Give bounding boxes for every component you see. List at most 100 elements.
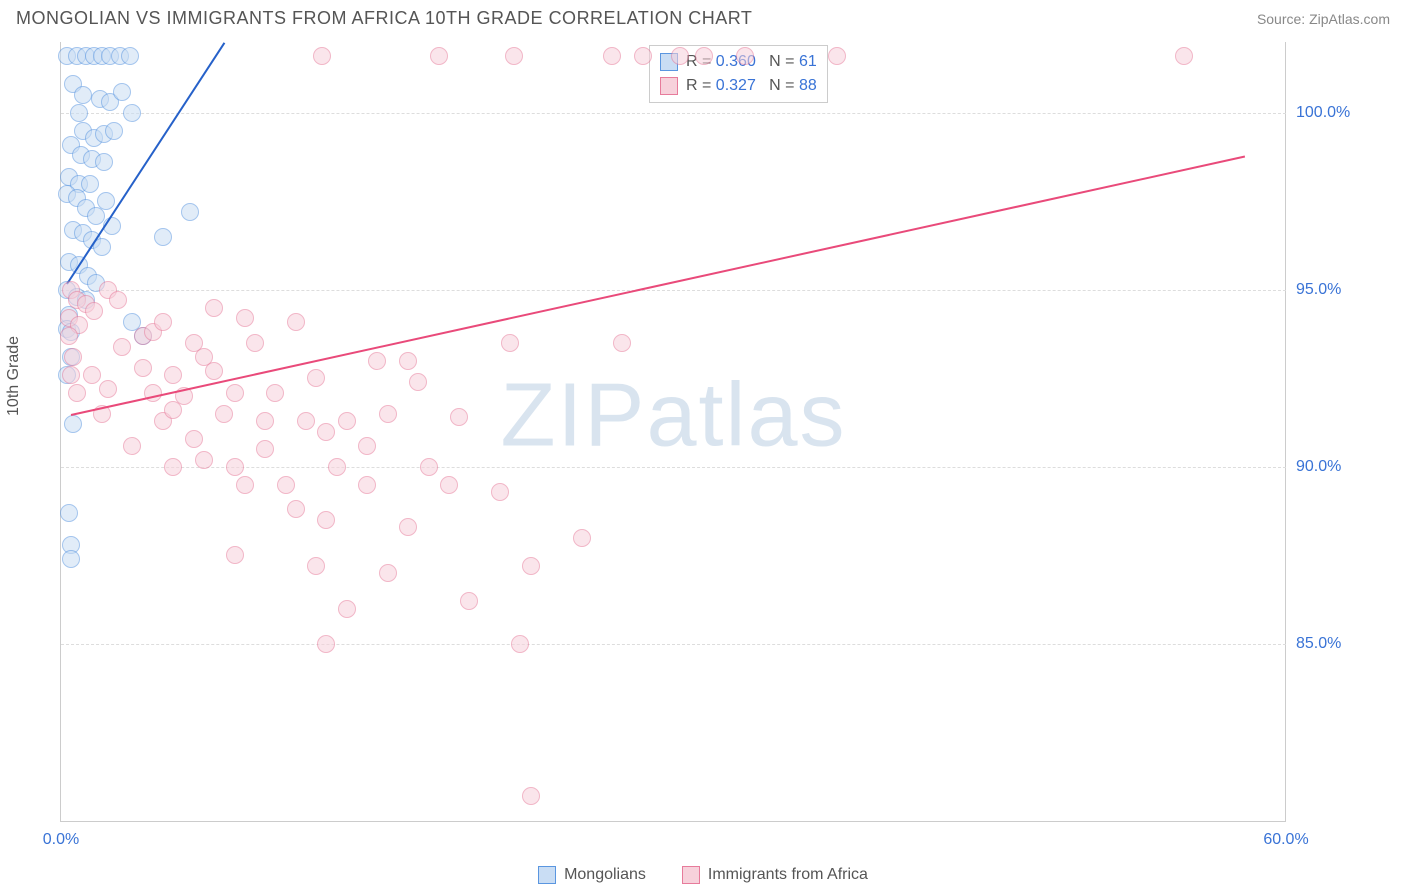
legend-bottom: MongoliansImmigrants from Africa — [0, 866, 1406, 884]
legend-top-row: R = 0.327 N = 88 — [660, 74, 817, 98]
data-point — [181, 203, 199, 221]
data-point — [95, 153, 113, 171]
data-point — [307, 369, 325, 387]
data-point — [236, 309, 254, 327]
x-tick-label: 0.0% — [43, 831, 79, 849]
data-point — [460, 592, 478, 610]
data-point — [226, 546, 244, 564]
data-point — [62, 550, 80, 568]
data-point — [287, 313, 305, 331]
data-point — [215, 405, 233, 423]
data-point — [613, 334, 631, 352]
legend-r-value: 0.327 — [716, 77, 756, 94]
data-point — [828, 47, 846, 65]
watermark: ZIPatlas — [500, 364, 846, 467]
y-tick-label: 85.0% — [1296, 635, 1386, 653]
data-point — [97, 192, 115, 210]
data-point — [236, 476, 254, 494]
data-point — [430, 47, 448, 65]
gridline — [61, 290, 1286, 291]
data-point — [313, 47, 331, 65]
plot-area: ZIPatlas R = 0.360 N = 61R = 0.327 N = 8… — [60, 42, 1286, 822]
data-point — [266, 384, 284, 402]
data-point — [358, 437, 376, 455]
data-point — [671, 47, 689, 65]
data-point — [1175, 47, 1193, 65]
watermark-light: atlas — [646, 365, 846, 465]
data-point — [226, 458, 244, 476]
data-point — [420, 458, 438, 476]
data-point — [154, 228, 172, 246]
trend-line — [71, 155, 1245, 415]
data-point — [105, 122, 123, 140]
x-tick-label: 60.0% — [1263, 831, 1308, 849]
data-point — [256, 440, 274, 458]
data-point — [307, 557, 325, 575]
data-point — [154, 313, 172, 331]
legend-n-value: 88 — [799, 77, 817, 94]
data-point — [450, 408, 468, 426]
y-tick-label: 100.0% — [1296, 104, 1386, 122]
data-point — [501, 334, 519, 352]
gridline — [61, 644, 1286, 645]
data-point — [399, 518, 417, 536]
data-point — [164, 401, 182, 419]
gridline — [61, 467, 1286, 468]
data-point — [399, 352, 417, 370]
data-point — [246, 334, 264, 352]
data-point — [99, 380, 117, 398]
data-point — [60, 504, 78, 522]
legend-swatch — [682, 866, 700, 884]
data-point — [287, 500, 305, 518]
data-point — [573, 529, 591, 547]
right-axis — [1285, 42, 1286, 821]
data-point — [491, 483, 509, 501]
legend-swatch — [660, 77, 678, 95]
data-point — [379, 405, 397, 423]
data-point — [379, 564, 397, 582]
data-point — [317, 635, 335, 653]
data-point — [113, 83, 131, 101]
data-point — [113, 338, 131, 356]
data-point — [634, 47, 652, 65]
data-point — [185, 430, 203, 448]
data-point — [368, 352, 386, 370]
data-point — [60, 327, 78, 345]
data-point — [328, 458, 346, 476]
data-point — [440, 476, 458, 494]
data-point — [121, 47, 139, 65]
data-point — [226, 384, 244, 402]
data-point — [205, 299, 223, 317]
data-point — [358, 476, 376, 494]
data-point — [277, 476, 295, 494]
data-point — [522, 557, 540, 575]
data-point — [297, 412, 315, 430]
data-point — [62, 366, 80, 384]
data-point — [123, 104, 141, 122]
data-point — [603, 47, 621, 65]
y-tick-label: 95.0% — [1296, 281, 1386, 299]
legend-n-value: 61 — [799, 53, 817, 70]
data-point — [109, 291, 127, 309]
data-point — [64, 348, 82, 366]
legend-swatch — [538, 866, 556, 884]
data-point — [68, 384, 86, 402]
data-point — [409, 373, 427, 391]
gridline — [61, 113, 1286, 114]
data-point — [123, 437, 141, 455]
data-point — [256, 412, 274, 430]
y-tick-label: 90.0% — [1296, 458, 1386, 476]
watermark-bold: ZIP — [500, 365, 646, 465]
data-point — [736, 47, 754, 65]
data-point — [205, 362, 223, 380]
data-point — [70, 104, 88, 122]
data-point — [505, 47, 523, 65]
legend-bottom-item: Mongolians — [538, 866, 646, 883]
data-point — [522, 787, 540, 805]
data-point — [64, 415, 82, 433]
data-point — [338, 600, 356, 618]
data-point — [85, 302, 103, 320]
data-point — [695, 47, 713, 65]
data-point — [317, 423, 335, 441]
chart-title: MONGOLIAN VS IMMIGRANTS FROM AFRICA 10TH… — [16, 8, 752, 29]
